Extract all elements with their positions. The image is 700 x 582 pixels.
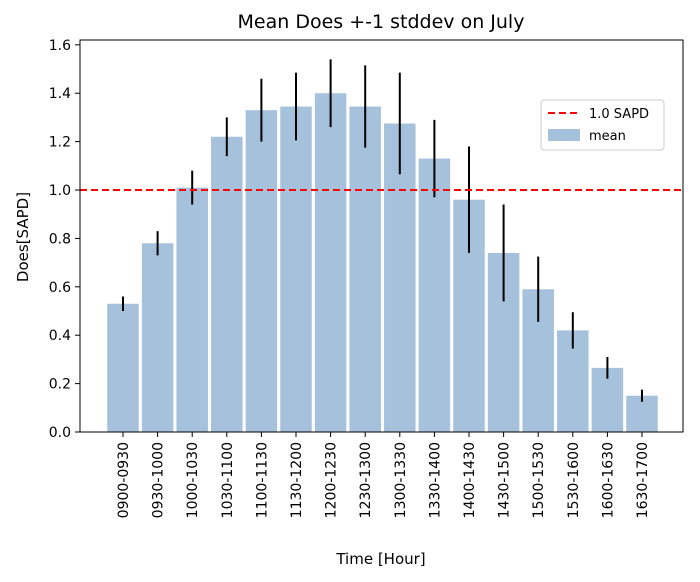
x-tick-label: 0930-1000 — [151, 442, 167, 518]
legend: 1.0 SAPD mean — [540, 99, 665, 151]
bar — [280, 106, 312, 432]
bar — [314, 93, 347, 433]
x-tick-label: 1300-1330 — [393, 442, 409, 518]
bar — [418, 158, 451, 432]
x-tick-label: 1400-1430 — [462, 442, 478, 518]
x-tick-label: 1100-1130 — [254, 442, 270, 518]
bar — [211, 136, 243, 432]
y-tick-label: 1.6 — [49, 38, 71, 54]
y-tick-label: 0.0 — [49, 425, 71, 441]
bar — [384, 123, 416, 433]
x-tick-label: 1500-1530 — [531, 442, 547, 518]
y-tick-label: 1.2 — [49, 135, 71, 151]
bar — [107, 303, 139, 432]
y-axis-ticks: 0.0 0.2 0.4 0.6 0.8 1.0 1.2 1.4 1.6 — [49, 38, 80, 441]
x-tick-label: 1530-1600 — [566, 442, 582, 518]
x-tick-label: 1200-1230 — [324, 442, 340, 518]
x-axis-label: Time [Hour] — [335, 550, 425, 568]
x-axis-ticks: 0900-0930 0930-1000 1000-1030 1030-1100 1100… — [116, 432, 651, 518]
y-tick-label: 1.4 — [49, 86, 71, 102]
y-tick-label: 0.2 — [49, 377, 71, 393]
x-tick-label: 1630-1700 — [635, 442, 651, 518]
bar — [141, 243, 174, 432]
x-tick-label: 1000-1030 — [185, 442, 201, 518]
error-bars-layer — [122, 59, 643, 402]
bar — [349, 106, 381, 432]
plot-frame — [79, 39, 684, 433]
y-axis-label: Does[SAPD] — [14, 192, 32, 282]
y-tick-label: 1.0 — [49, 183, 71, 199]
x-tick-label: 1330-1400 — [427, 442, 443, 518]
legend-label-mean: mean — [589, 129, 626, 144]
x-tick-label: 1230-1300 — [358, 442, 374, 518]
bar — [245, 110, 278, 432]
bar — [176, 187, 208, 432]
legend-bar-swatch — [548, 129, 580, 141]
bars-layer — [107, 93, 658, 433]
x-tick-label: 1600-1630 — [600, 442, 616, 518]
legend-label-reference: 1.0 SAPD — [589, 107, 649, 122]
chart-title: Mean Does +-1 stddev on July — [238, 11, 525, 33]
y-tick-label: 0.4 — [49, 328, 71, 344]
y-tick-label: 0.8 — [49, 231, 71, 247]
y-tick-label: 0.6 — [49, 280, 71, 296]
x-tick-label: 0900-0930 — [116, 442, 132, 518]
x-tick-label: 1430-1500 — [497, 442, 513, 518]
x-tick-label: 1130-1200 — [289, 442, 305, 518]
x-tick-label: 1030-1100 — [220, 442, 236, 518]
